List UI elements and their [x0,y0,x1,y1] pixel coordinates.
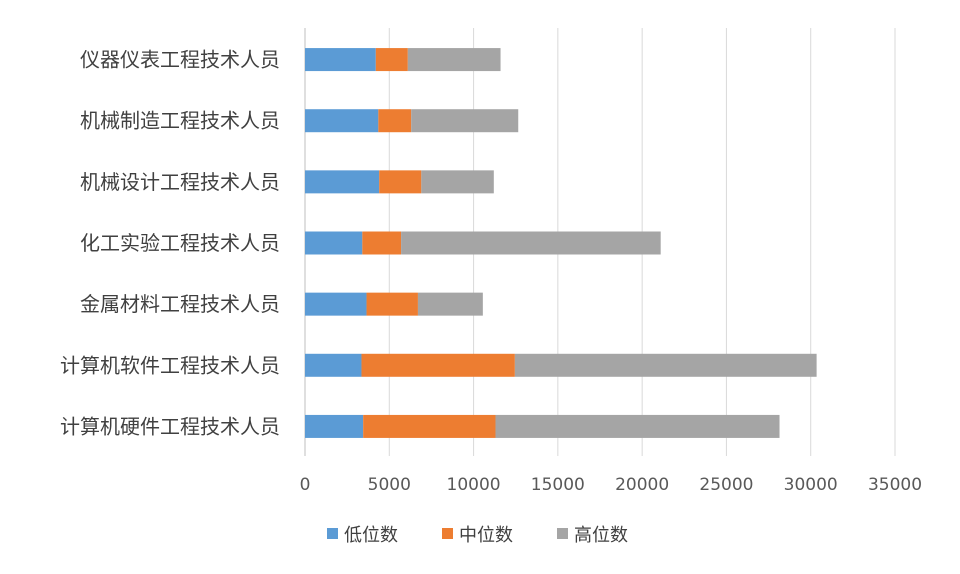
bar-segment-high [411,109,519,133]
bar-segment-mid [362,231,402,255]
bar-segment-low [305,109,379,133]
bar-segment-mid [379,170,422,194]
bar-segment-high [514,353,817,377]
category-label: 化工实验工程技术人员 [80,231,280,255]
bar-segment-low [305,231,363,255]
bar-segment-high [417,292,483,316]
bar-segment-low [305,48,376,72]
x-tick-label: 5000 [368,475,411,495]
bar-segment-mid [366,292,418,316]
bar-segment-high [401,231,661,255]
category-label: 仪器仪表工程技术人员 [80,48,280,72]
bar-segment-mid [361,353,515,377]
bar-segment-mid [378,109,412,133]
bar-segment-low [305,353,362,377]
category-label: 金属材料工程技术人员 [80,292,280,316]
x-tick-label: 0 [300,475,311,495]
bar-segment-low [305,292,367,316]
legend-label: 中位数 [459,525,513,546]
bar-segment-low [305,414,364,438]
x-tick-label: 10000 [447,475,501,495]
category-label: 机械制造工程技术人员 [80,109,280,133]
x-tick-label: 20000 [615,475,669,495]
bar-segment-high [421,170,494,194]
legend-swatch [327,528,338,539]
x-tick-label: 35000 [868,475,922,495]
x-tick-label: 30000 [784,475,838,495]
category-label: 计算机硬件工程技术人员 [60,414,280,438]
bar-segment-high [495,414,780,438]
category-label: 计算机软件工程技术人员 [60,353,280,377]
bar-segment-mid [363,414,496,438]
x-tick-label: 15000 [531,475,585,495]
legend-label: 高位数 [574,525,628,546]
bar-segment-high [407,48,501,72]
x-tick-label: 25000 [699,475,753,495]
bar-segment-low [305,170,380,194]
category-label: 机械设计工程技术人员 [80,170,280,194]
legend-swatch [442,528,453,539]
legend-swatch [557,528,568,539]
bar-segment-mid [375,48,408,72]
legend-label: 低位数 [344,525,398,546]
